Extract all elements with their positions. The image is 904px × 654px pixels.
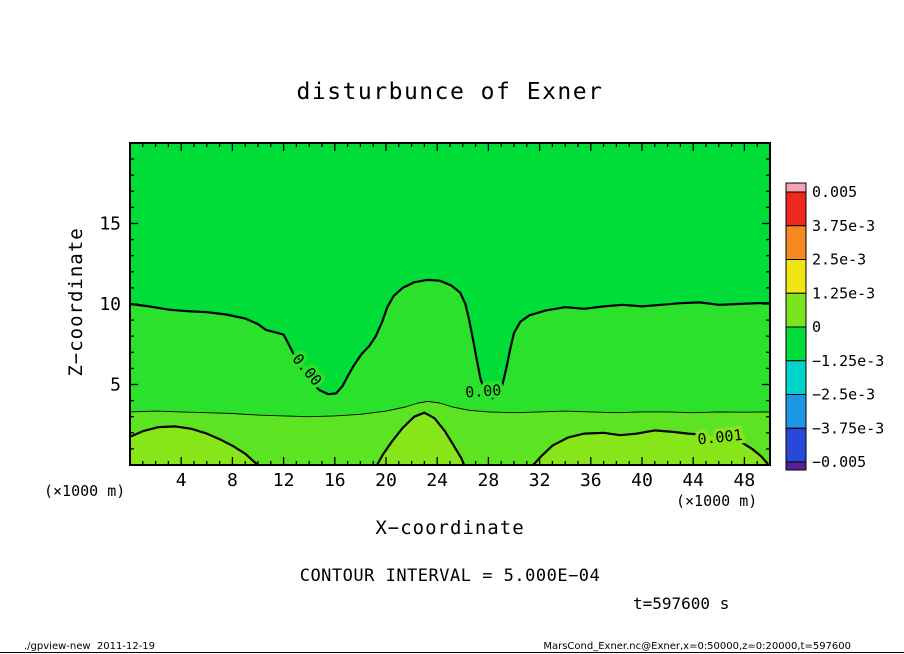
x-tick-label: 36: [580, 470, 602, 491]
x-tick-label: 12: [273, 470, 295, 491]
colorbar-cell: [785, 427, 807, 463]
colorbar-cell: [785, 191, 807, 227]
x-tick-label: 24: [426, 470, 448, 491]
x-axis-title: X−coordinate: [375, 517, 525, 539]
colorbar-cell: [785, 182, 807, 193]
y-tick-label: 10: [99, 294, 121, 315]
x-tick-label: 16: [324, 470, 346, 491]
y-tick-label: 5: [110, 375, 121, 396]
x-tick-label: 4: [176, 470, 187, 491]
x-axis-units: (×1000 m): [676, 492, 758, 510]
colorbar-label: −0.005: [812, 453, 866, 471]
x-tick-label: 44: [682, 470, 704, 491]
bottom-window-rule: [0, 652, 904, 653]
y-tick-label: 15: [99, 214, 121, 235]
colorbar-cell: [785, 225, 807, 260]
chart-title: disturbunce of Exner: [296, 79, 604, 105]
y-axis-units: (×1000 m): [44, 482, 126, 500]
time-label: t=597600 s: [633, 594, 730, 613]
contour-line-0.001: [739, 440, 769, 465]
colorbar-label: 2.5e-3: [812, 251, 866, 269]
contour-line-0.001: [532, 429, 700, 467]
tone-fill-region: [377, 412, 465, 465]
contour-line-0.0005: [129, 400, 771, 418]
colorbar-label: 0: [812, 318, 821, 336]
colorbar-label: −3.75e-3: [812, 419, 884, 437]
colorbar-label: −2.5e-3: [812, 386, 875, 404]
x-tick-label: 32: [529, 470, 551, 491]
colorbar-cell: [785, 292, 807, 328]
x-tick-label: 8: [227, 470, 238, 491]
x-tick-label: 28: [478, 470, 500, 491]
contour-line-0.00: [128, 278, 772, 400]
footer-command: ./gpview-new 2011-12-19: [24, 641, 156, 652]
colorbar-label: 0.005: [812, 183, 857, 201]
colorbar-cell: [785, 360, 807, 395]
x-tick-label: 20: [375, 470, 397, 491]
colorbar-label: 3.75e-3: [812, 217, 875, 235]
contour-label: 0.00: [465, 381, 502, 401]
colorbar-cell: [785, 326, 807, 362]
x-tick-label: 48: [734, 470, 756, 491]
contour-line-0.001: [375, 411, 466, 467]
x-tick-label: 40: [631, 470, 653, 491]
footer-source: MarsCond_Exner.nc@Exner,x=0:50000,z=0:20…: [543, 641, 851, 652]
colorbar-cell: [785, 259, 807, 294]
colorbar-label: 1.25e-3: [812, 284, 875, 302]
tone-fill-region: [533, 430, 768, 465]
y-axis-title: Z−coordinate: [65, 227, 87, 377]
tone-fill-region: [130, 426, 258, 465]
colorbar-cell: [785, 394, 807, 429]
contour-interval-label: CONTOUR INTERVAL = 5.000E−04: [299, 566, 601, 586]
colorbar-cell: [785, 461, 807, 471]
contour-line-0.001: [128, 425, 260, 467]
colorbar-label: −1.25e-3: [812, 352, 884, 370]
